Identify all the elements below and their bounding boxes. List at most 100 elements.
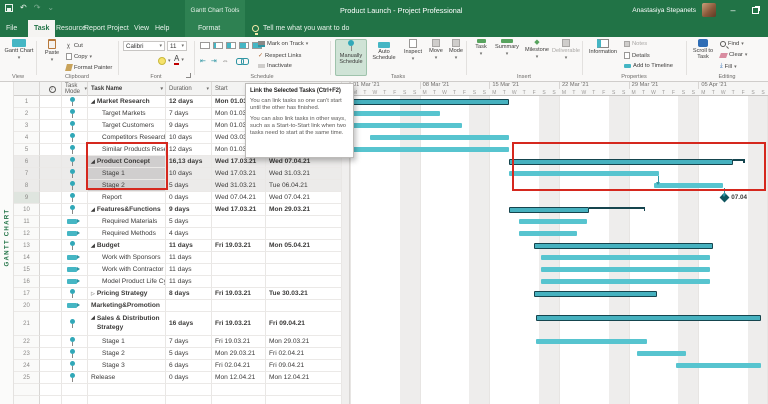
finish-cell[interactable]: Tue 06.04.21 [266, 180, 342, 192]
name-cell[interactable]: Similar Products Rese [88, 144, 166, 156]
start-cell[interactable]: Wed 07.04.21 [212, 192, 266, 204]
name-cell[interactable]: ◢ Sales & Distribution Strategy [88, 312, 166, 336]
mode-cell[interactable] [62, 336, 88, 348]
finish-cell[interactable] [266, 300, 342, 312]
gantt-bar[interactable] [350, 147, 510, 152]
num-cell[interactable]: 12 [14, 228, 40, 240]
start-cell[interactable]: Mon 12.04.21 [212, 372, 266, 384]
font-name-select[interactable]: Calibri ▾ [123, 41, 165, 51]
start-cell[interactable]: Fri 19.03.21 [212, 336, 266, 348]
restore-button[interactable] [744, 0, 766, 20]
name-cell[interactable]: Work with Contractor [88, 264, 166, 276]
manually-schedule-button[interactable]: Manually Schedule [335, 39, 367, 76]
start-cell[interactable]: Wed 17.03.21 [212, 168, 266, 180]
link-tasks-icon[interactable] [235, 58, 249, 65]
move-button[interactable]: Move ▾ [426, 39, 446, 61]
start-cell[interactable]: Wed 17.03.21 [212, 204, 266, 216]
scroll-to-task-button[interactable]: Scroll to Task [690, 39, 716, 60]
finish-cell[interactable] [266, 396, 342, 404]
mode-cell[interactable] [62, 300, 88, 312]
start-cell[interactable]: Wed 17.03.21 [212, 156, 266, 168]
mode-cell[interactable] [62, 288, 88, 300]
mode-cell[interactable] [62, 180, 88, 192]
gantt-bar[interactable] [350, 123, 463, 128]
gantt-bar-summary[interactable] [534, 291, 657, 297]
insert-milestone-button[interactable]: ◆ Milestone ▾ [525, 39, 549, 60]
duration-cell[interactable]: 11 days [166, 240, 212, 252]
mode-cell[interactable] [62, 348, 88, 360]
info-cell[interactable] [40, 192, 62, 204]
info-cell[interactable] [40, 144, 62, 156]
find-button[interactable]: Find ▾ [720, 41, 744, 47]
name-cell[interactable]: Stage 1 [88, 168, 166, 180]
mode-cell[interactable] [62, 276, 88, 288]
finish-cell[interactable]: Wed 07.04.21 [266, 156, 342, 168]
gantt-bar[interactable] [541, 255, 711, 260]
expand-icon[interactable]: ◢ [91, 242, 95, 249]
finish-cell[interactable]: Wed 31.03.21 [266, 168, 342, 180]
finish-cell[interactable] [266, 276, 342, 288]
duration-cell[interactable]: 0 days [166, 192, 212, 204]
num-cell[interactable]: 3 [14, 120, 40, 132]
expand-icon[interactable]: ◢ [91, 206, 95, 213]
inactivate-button[interactable]: Inactivate [258, 63, 292, 69]
name-cell[interactable]: ◢ Budget [88, 240, 166, 252]
gantt-bar-summary[interactable] [509, 207, 589, 213]
name-cell[interactable] [88, 396, 166, 404]
finish-cell[interactable]: Wed 07.04.21 [266, 192, 342, 204]
name-cell[interactable]: Stage 3 [88, 360, 166, 372]
tab-format[interactable]: Format [198, 25, 221, 32]
gantt-bar[interactable] [519, 219, 587, 224]
info-cell[interactable] [40, 204, 62, 216]
duration-cell[interactable] [166, 396, 212, 404]
name-cell[interactable]: Target Markets [88, 108, 166, 120]
gantt-bar[interactable] [350, 111, 440, 116]
duration-cell[interactable]: 5 days [166, 348, 212, 360]
mode-cell[interactable] [62, 228, 88, 240]
mode-cell[interactable] [62, 204, 88, 216]
num-cell[interactable]: 14 [14, 252, 40, 264]
duration-cell[interactable]: 16,13 days [166, 156, 212, 168]
format-painter-button[interactable]: Format Painter [65, 64, 112, 71]
mode-cell[interactable] [62, 192, 88, 204]
tab-resource[interactable]: Resource [56, 25, 86, 32]
start-cell[interactable]: Mon 29.03.21 [212, 348, 266, 360]
name-cell[interactable]: Work with Sponsors [88, 252, 166, 264]
split-task-icon[interactable]: ⇔ [221, 57, 229, 65]
cut-button[interactable]: ✂ Cut [65, 43, 83, 49]
mode-cell[interactable] [62, 312, 88, 336]
name-cell[interactable] [88, 384, 166, 396]
gantt-bar[interactable] [519, 231, 577, 236]
mode-cell[interactable] [62, 156, 88, 168]
finish-cell[interactable]: Fri 09.04.21 [266, 312, 342, 336]
duration-cell[interactable]: 4 days [166, 228, 212, 240]
mode-cell[interactable] [62, 360, 88, 372]
num-cell[interactable]: 15 [14, 264, 40, 276]
minimize-button[interactable]: – [730, 5, 736, 15]
expand-icon[interactable]: ◢ [91, 158, 95, 165]
finish-cell[interactable]: Mon 05.04.21 [266, 240, 342, 252]
info-cell[interactable] [40, 156, 62, 168]
num-cell[interactable]: 9 [14, 192, 40, 204]
info-cell[interactable] [40, 96, 62, 108]
finish-cell[interactable] [266, 384, 342, 396]
name-cell[interactable]: Release [88, 372, 166, 384]
duration-cell[interactable]: 5 days [166, 216, 212, 228]
information-button[interactable]: Information [586, 39, 620, 55]
finish-cell[interactable]: Fri 02.04.21 [266, 348, 342, 360]
name-cell[interactable]: ◢ Product Concept [88, 156, 166, 168]
gantt-bar[interactable] [369, 135, 510, 140]
finish-cell[interactable] [266, 264, 342, 276]
account-name[interactable]: Anastasiya Stepanets [632, 6, 696, 14]
info-cell[interactable] [40, 180, 62, 192]
duration-cell[interactable]: 10 days [166, 168, 212, 180]
gantt-bar-summary[interactable] [509, 159, 734, 165]
num-cell[interactable]: 17 [14, 288, 40, 300]
qat-customize-icon[interactable]: ⌄ [47, 3, 55, 12]
num-cell[interactable]: 4 [14, 132, 40, 144]
finish-cell[interactable]: Tue 30.03.21 [266, 288, 342, 300]
mode-cell[interactable] [62, 144, 88, 156]
duration-cell[interactable]: 16 days [166, 312, 212, 336]
num-cell[interactable] [14, 396, 40, 404]
name-cell[interactable]: ▷ Pricing Strategy [88, 288, 166, 300]
